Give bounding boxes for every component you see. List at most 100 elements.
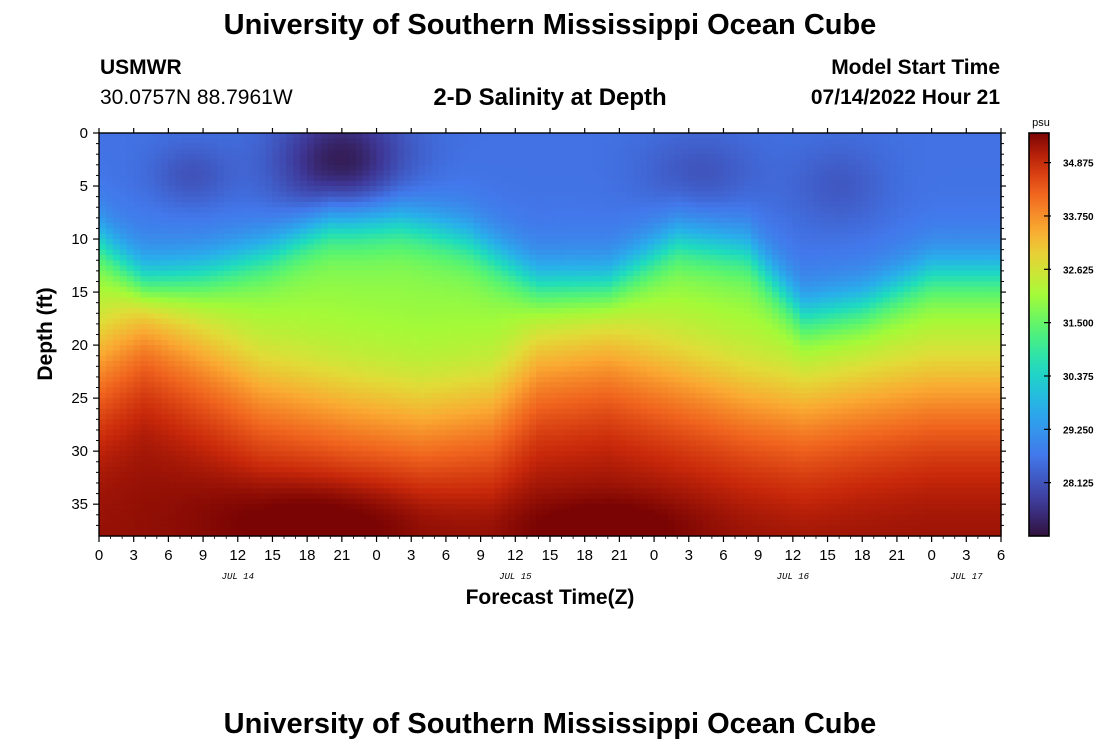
- heatmap-cell: [341, 488, 350, 495]
- heatmap-cell: [168, 323, 176, 330]
- heatmap-cell: [258, 350, 267, 357]
- heatmap-cell: [314, 196, 322, 203]
- heatmap-cell: [286, 138, 294, 145]
- heatmap-cell: [99, 355, 107, 362]
- heatmap-cell: [140, 467, 149, 473]
- heatmap-cell: [189, 361, 197, 367]
- heatmap-cell: [223, 350, 232, 357]
- heatmap-cell: [508, 329, 516, 336]
- heatmap-cell: [223, 355, 232, 362]
- heatmap-cell: [341, 164, 350, 171]
- heatmap-cell: [480, 164, 489, 171]
- heatmap-cell: [196, 249, 204, 256]
- heatmap-cell: [223, 191, 232, 198]
- heatmap-cell: [536, 477, 544, 484]
- heatmap-cell: [265, 482, 274, 489]
- heatmap-cell: [321, 254, 329, 261]
- heatmap-cell: [480, 350, 489, 357]
- heatmap-cell: [126, 398, 135, 405]
- heatmap-cell: [140, 244, 149, 251]
- heatmap-cell: [119, 376, 128, 383]
- heatmap-cell: [536, 133, 544, 139]
- heatmap-cell: [355, 281, 364, 288]
- heatmap-cell: [494, 514, 503, 521]
- heatmap-cell: [543, 239, 551, 245]
- heatmap-cell: [99, 170, 107, 177]
- heatmap-cell: [383, 239, 392, 245]
- heatmap-cell: [230, 148, 239, 155]
- heatmap-cell: [244, 424, 253, 431]
- heatmap-cell: [119, 350, 128, 357]
- heatmap-cell: [397, 175, 405, 182]
- heatmap-cell: [286, 196, 294, 203]
- heatmap-cell: [452, 249, 461, 256]
- heatmap-cell: [445, 244, 454, 251]
- heatmap-cell: [355, 164, 364, 171]
- heatmap-cell: [216, 525, 225, 532]
- heatmap-cell: [216, 371, 225, 378]
- heatmap-cell: [334, 191, 343, 198]
- heatmap-cell: [189, 382, 197, 389]
- heatmap-cell: [244, 239, 253, 245]
- heatmap-cell: [459, 313, 468, 320]
- heatmap-cell: [327, 270, 336, 277]
- heatmap-cell: [508, 228, 516, 235]
- heatmap-cell: [189, 207, 197, 214]
- heatmap-cell: [383, 398, 392, 405]
- heatmap-cell: [341, 313, 350, 320]
- heatmap-cell: [203, 207, 211, 214]
- heatmap-cell: [432, 318, 440, 325]
- heatmap-cell: [445, 249, 454, 256]
- heatmap-cell: [404, 249, 412, 256]
- heatmap-cell: [390, 461, 398, 468]
- heatmap-cell: [390, 164, 398, 171]
- heatmap-cell: [425, 451, 433, 458]
- heatmap-cell: [355, 170, 364, 177]
- heatmap-cell: [230, 451, 239, 458]
- heatmap-cell: [466, 313, 475, 320]
- heatmap-cell: [508, 138, 516, 145]
- heatmap-cell: [119, 366, 128, 373]
- heatmap-cell: [244, 318, 253, 325]
- heatmap-cell: [341, 345, 350, 352]
- heatmap-cell: [494, 392, 503, 399]
- heatmap-cell: [314, 435, 322, 442]
- heatmap-cell: [508, 302, 516, 309]
- heatmap-cell: [244, 504, 253, 511]
- heatmap-cell: [334, 281, 343, 288]
- heatmap-cell: [140, 302, 149, 309]
- heatmap-cell: [390, 345, 398, 352]
- heatmap-cell: [494, 530, 503, 537]
- heatmap-cell: [223, 265, 232, 272]
- heatmap-cell: [126, 392, 135, 399]
- heatmap-cell: [459, 307, 468, 314]
- heatmap-cell: [237, 233, 246, 240]
- heatmap-cell: [327, 196, 336, 203]
- heatmap-cell: [286, 414, 294, 420]
- heatmap-cell: [432, 143, 440, 150]
- heatmap-cell: [362, 424, 371, 431]
- heatmap-cell: [466, 180, 475, 187]
- heatmap-cell: [515, 477, 523, 484]
- heatmap-cell: [265, 265, 274, 272]
- heatmap-cell: [161, 233, 169, 240]
- heatmap-cell: [404, 520, 412, 526]
- heatmap-cell: [522, 350, 530, 357]
- heatmap-cell: [300, 249, 308, 256]
- heatmap-cell: [175, 143, 183, 150]
- heatmap-cell: [300, 339, 308, 346]
- heatmap-cell: [272, 260, 280, 267]
- heatmap-cell: [300, 159, 308, 166]
- heatmap-cell: [244, 366, 253, 373]
- heatmap-cell: [529, 196, 537, 203]
- heatmap-cell: [369, 435, 378, 442]
- heatmap-cell: [397, 270, 405, 277]
- heatmap-cell: [438, 233, 447, 240]
- heatmap-cell: [383, 435, 392, 442]
- heatmap-cell: [508, 334, 516, 341]
- heatmap-cell: [341, 339, 350, 346]
- heatmap-cell: [501, 440, 509, 447]
- heatmap-cell: [459, 186, 468, 192]
- heatmap-cell: [452, 329, 461, 336]
- heatmap-cell: [362, 440, 371, 447]
